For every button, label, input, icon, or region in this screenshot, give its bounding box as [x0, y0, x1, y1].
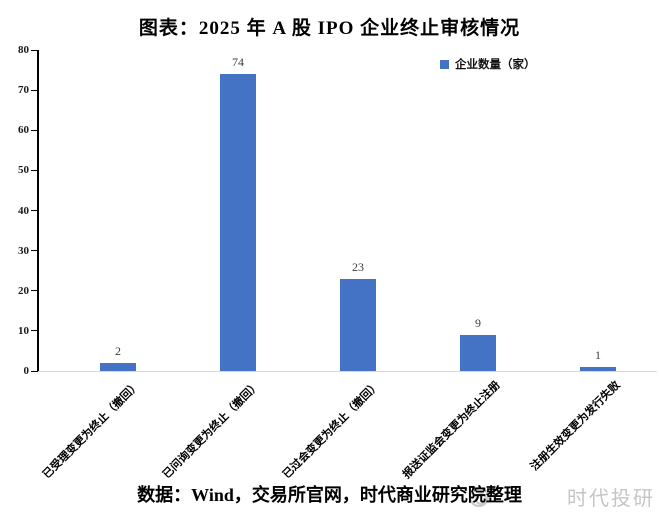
legend: 企业数量（家）	[440, 56, 536, 72]
x-tick-label: 注册生效变更为发行失败	[528, 379, 623, 474]
legend-label: 企业数量（家）	[455, 59, 536, 71]
x-tick-label: 报送证监会变更为终止注册	[400, 379, 503, 481]
y-tick-mark	[31, 129, 37, 131]
y-tick-mark	[31, 250, 37, 252]
watermark: 时代投研	[469, 482, 655, 511]
bar-2	[220, 74, 256, 371]
y-tick-mark	[31, 169, 37, 171]
bar-5	[580, 367, 616, 371]
watermark-logo-icon	[469, 486, 489, 507]
y-tick-mark	[31, 210, 37, 211]
y-tick-label: 20	[18, 284, 29, 297]
y-axis-line	[37, 50, 39, 372]
x-tick-label: 已受理变更为终止（撤回）	[40, 379, 143, 481]
bar-4	[460, 335, 496, 371]
y-tick-label: 60	[18, 124, 29, 137]
bar-3	[340, 279, 376, 371]
bar-value-label: 1	[595, 348, 601, 362]
y-tick-label: 10	[18, 324, 29, 337]
y-tick-mark	[31, 330, 37, 332]
source-note: 数据：Wind，交易所官网，时代商业研究院整理	[137, 485, 522, 505]
legend-square-icon	[440, 59, 449, 69]
y-tick-label: 0	[23, 365, 30, 377]
y-tick-label: 40	[18, 204, 29, 217]
x-tick-label: 已过会变更为终止（撤回）	[280, 379, 383, 481]
watermark-text: 时代投研	[567, 488, 655, 510]
y-tick-mark	[31, 49, 37, 51]
y-tick-mark	[31, 370, 37, 372]
bar-value-label: 9	[475, 316, 481, 330]
x-tick-label: 已问询变更为终止（撤回）	[160, 379, 263, 481]
x-axis-baseline	[38, 371, 657, 372]
y-tick-label: 30	[18, 244, 29, 257]
bar-value-label: 74	[232, 55, 244, 69]
y-tick-label: 50	[18, 164, 29, 177]
y-tick-label: 70	[18, 84, 29, 97]
bar-value-label: 23	[352, 260, 364, 274]
y-tick-mark	[31, 89, 37, 91]
y-tick-label: 80	[18, 44, 29, 56]
bar-1	[100, 363, 136, 371]
chart-title: 图表：2025 年 A 股 IPO 企业终止审核情况	[138, 18, 521, 39]
y-tick-mark	[31, 290, 37, 292]
bar-value-label: 2	[115, 344, 121, 358]
